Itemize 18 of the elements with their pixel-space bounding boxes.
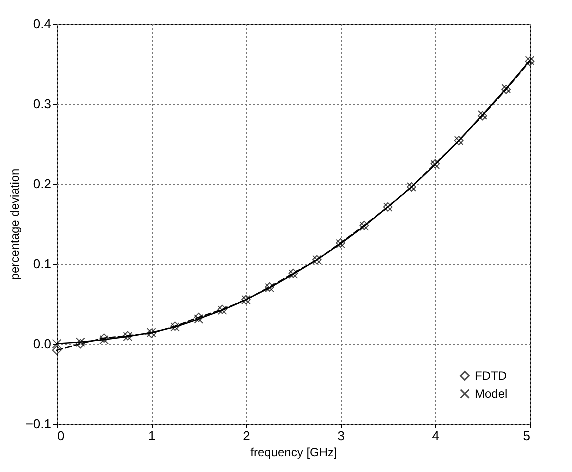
y-tick-label: 0.2 xyxy=(33,176,52,192)
legend-label: FDTD xyxy=(475,369,508,383)
y-axis-title: percentage deviation xyxy=(8,168,22,280)
x-tick-label: 4 xyxy=(432,428,440,444)
x-tick-label: 2 xyxy=(243,428,250,444)
y-tick-label: −0.1 xyxy=(26,416,52,432)
x-tick-label: 0 xyxy=(58,428,65,444)
y-tick-label: 0.1 xyxy=(33,256,52,272)
y-tick-label: 0.4 xyxy=(33,16,52,32)
x-axis-title: frequency [GHz] xyxy=(250,446,338,460)
legend-label: Model xyxy=(475,387,508,401)
point xyxy=(52,346,62,356)
x-tick-label: 1 xyxy=(148,428,156,444)
point xyxy=(52,339,62,349)
y-tick-label: 0.0 xyxy=(33,336,52,352)
x-tick-label: 3 xyxy=(338,428,345,444)
x-tick-label: 5 xyxy=(523,428,530,444)
y-tick-label: 0.3 xyxy=(33,96,52,112)
